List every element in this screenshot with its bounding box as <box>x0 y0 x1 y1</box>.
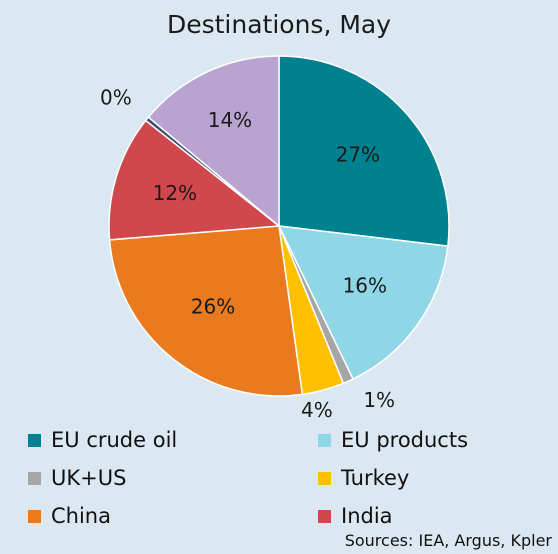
pie-slice <box>108 119 281 241</box>
pie-slice <box>277 225 449 381</box>
slice-data-label: 27% <box>336 143 380 167</box>
legend: EU crude oil EU products UK+US Turkey Ch… <box>28 425 548 531</box>
legend-swatch <box>318 433 331 447</box>
legend-item-eu-products: EU products <box>318 425 548 455</box>
legend-swatch <box>318 471 331 485</box>
legend-label: Turkey <box>341 466 410 490</box>
slice-data-label: 26% <box>191 295 235 319</box>
legend-item-china: China <box>28 501 318 531</box>
pie-slice <box>278 55 450 247</box>
legend-swatch <box>28 433 41 447</box>
pie-chart: 27% 16% 1% 4% 26% 12% 0% 14% <box>100 55 450 420</box>
slice-data-label: 1% <box>363 388 395 412</box>
legend-label: EU products <box>341 428 469 452</box>
source-note: Sources: IEA, Argus, Kpler <box>344 531 552 550</box>
legend-swatch <box>318 509 331 523</box>
slice-data-label: 0% <box>100 85 132 109</box>
legend-label: UK+US <box>51 466 127 490</box>
chart-title: Destinations, May <box>166 10 392 39</box>
slice-data-label: 4% <box>301 398 333 420</box>
legend-item-uk-us: UK+US <box>28 463 318 493</box>
slice-data-label: 16% <box>343 274 387 298</box>
pie-slice <box>108 225 304 397</box>
legend-swatch <box>28 471 41 485</box>
legend-item-india: India <box>318 501 548 531</box>
legend-item-eu-crude-oil: EU crude oil <box>28 425 318 455</box>
legend-label: China <box>51 504 111 528</box>
pie-slice <box>147 55 280 228</box>
legend-item-turkey: Turkey <box>318 463 548 493</box>
legend-swatch <box>28 509 41 523</box>
legend-label: EU crude oil <box>51 428 178 452</box>
slice-data-label: 12% <box>153 181 197 205</box>
legend-label: India <box>341 504 393 528</box>
slice-data-label: 14% <box>208 108 252 132</box>
